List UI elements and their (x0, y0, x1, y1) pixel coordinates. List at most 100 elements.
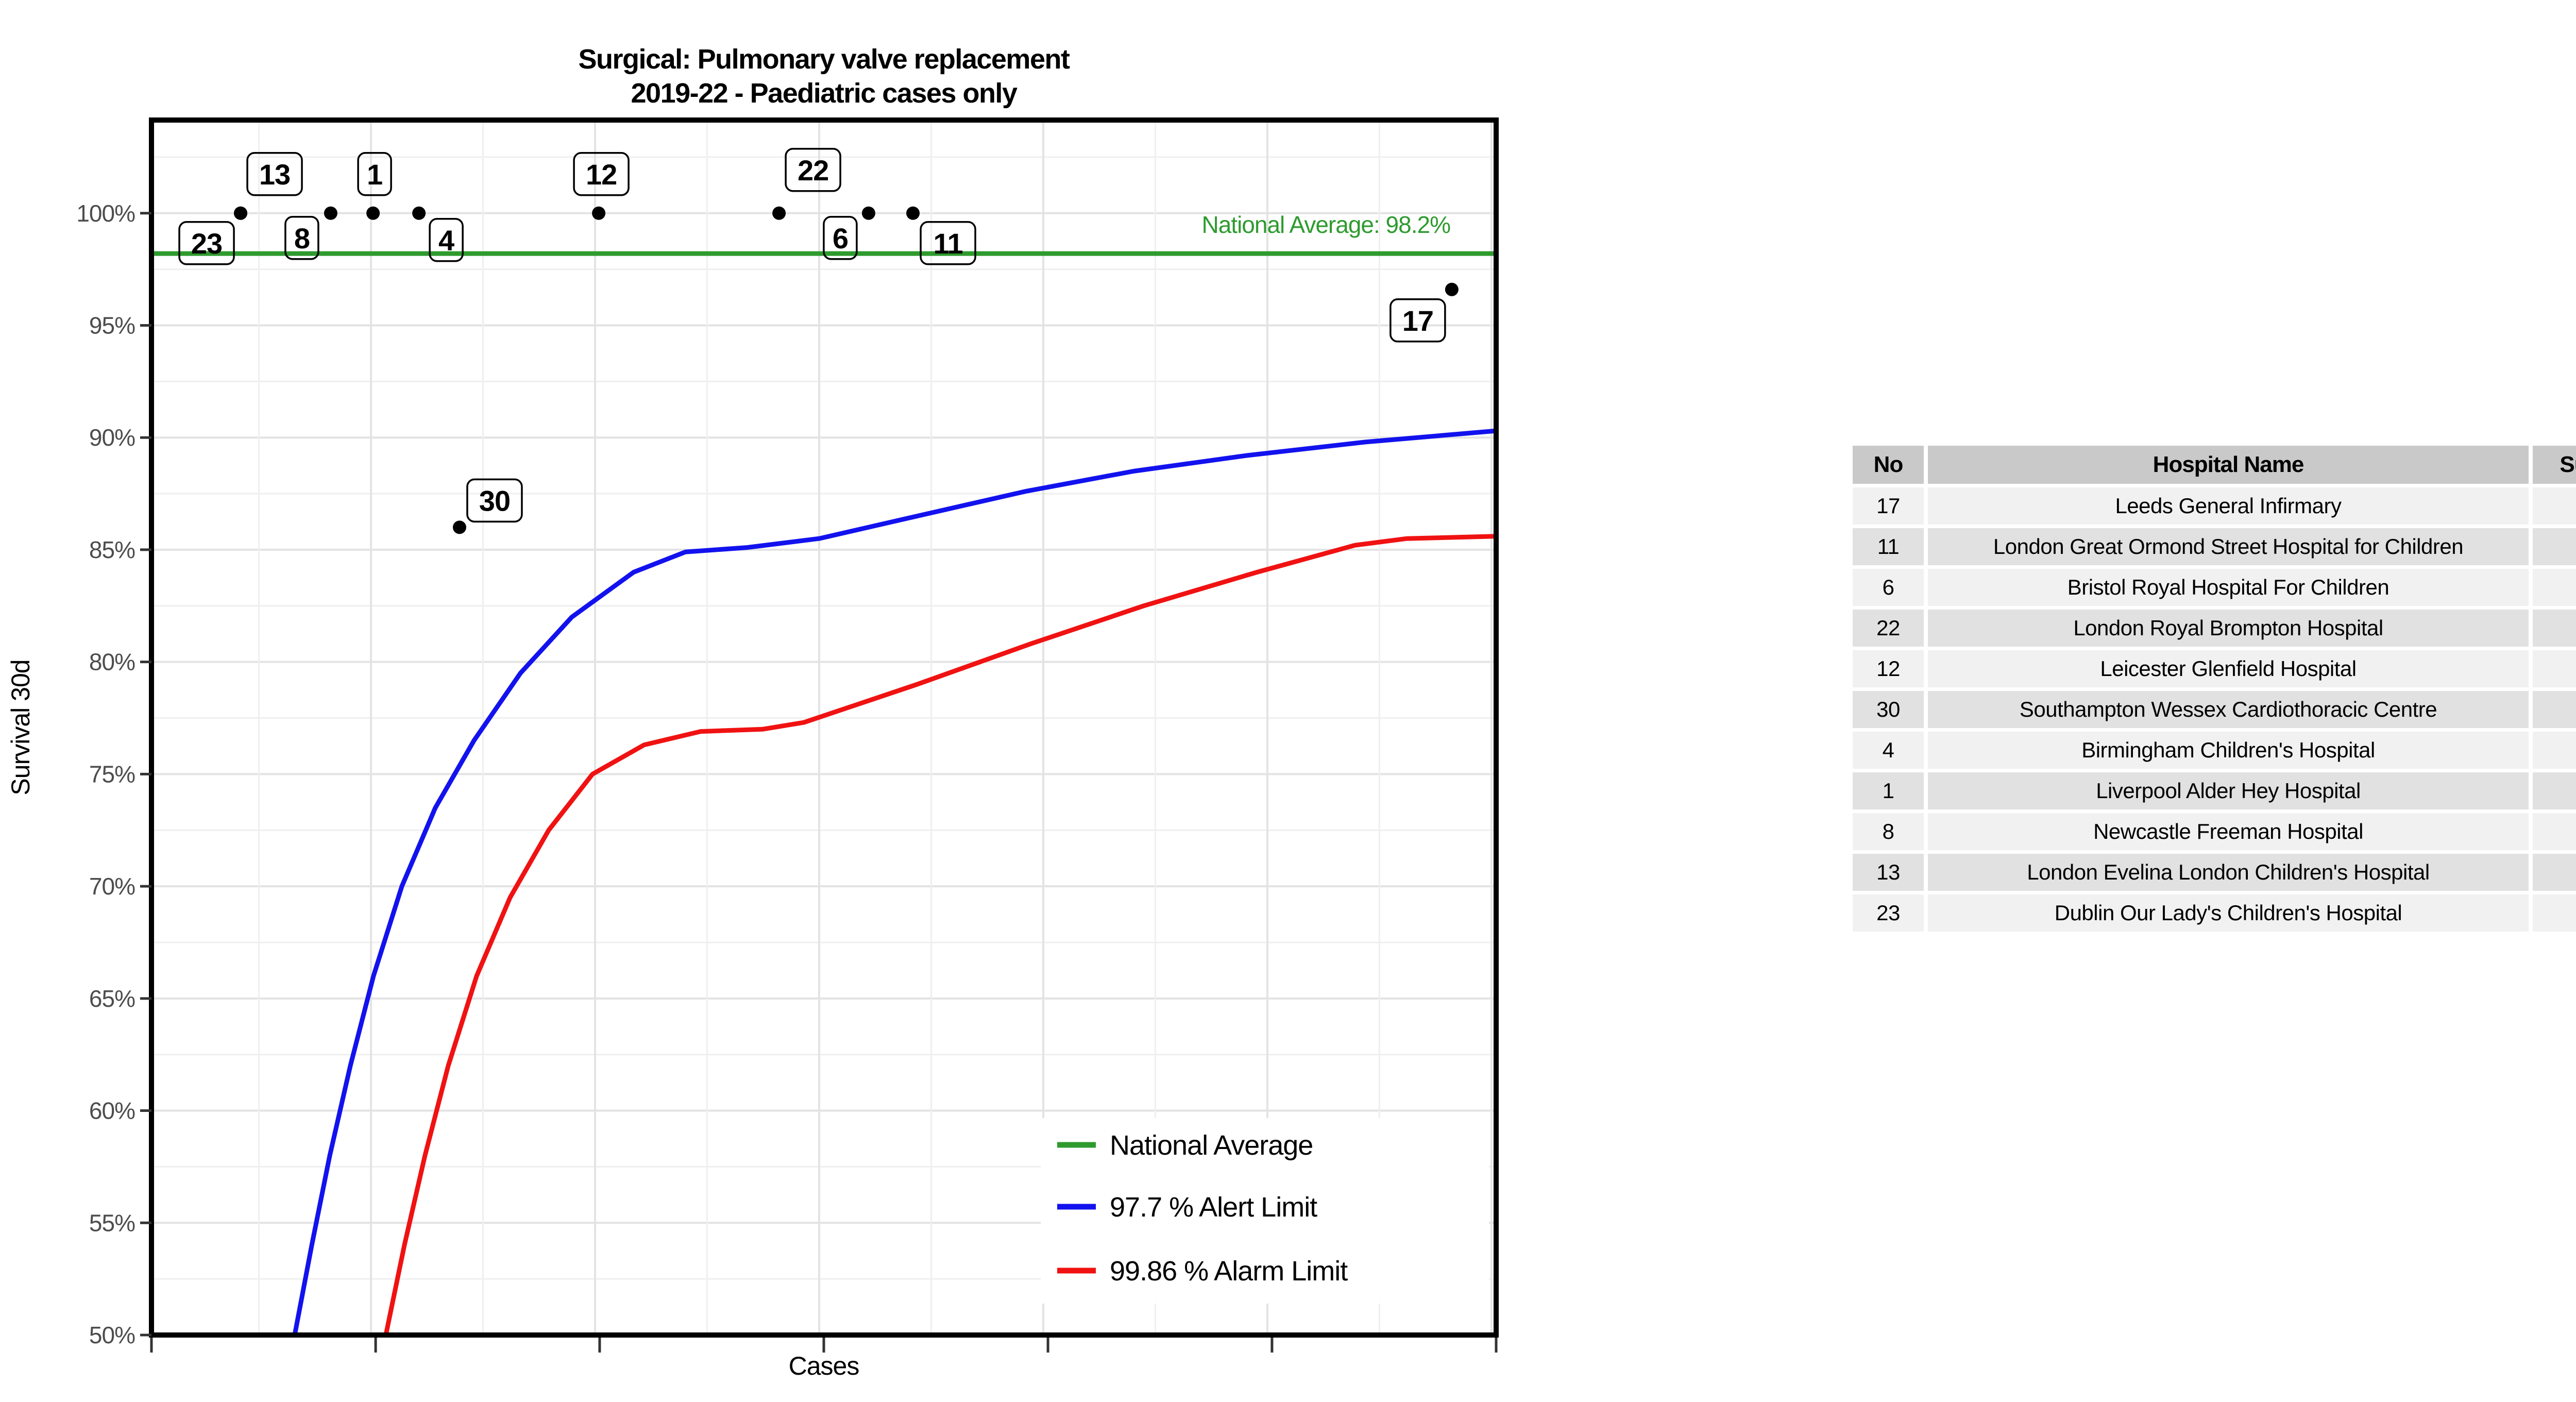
data-point (234, 206, 248, 220)
table-row: 30 Southampton Wessex Cardiothoracic Cent… (1853, 691, 2576, 728)
point-label: 13 (259, 158, 290, 191)
hospital-name-cell: Leicester Glenfield Hospital (1928, 650, 2529, 687)
point-label: 1 (367, 158, 382, 191)
point-label-box (357, 152, 392, 196)
hospital-name-cell: Dublin Our Lady's Children's Hospital (1928, 894, 2529, 932)
x-axis-title: Cases (789, 1352, 859, 1380)
hospital-no-cell: 1 (1853, 772, 1924, 809)
chart-subtitle: 2019-22 - Paediatric cases only (631, 78, 1018, 109)
hospital-name-cell: Bristol Royal Hospital For Children (1928, 569, 2529, 606)
data-point (1445, 282, 1459, 296)
y-axis-title: Survival 30d (6, 660, 35, 795)
chart-title: Surgical: Pulmonary valve replacement (579, 44, 1070, 75)
data-point (452, 520, 466, 534)
data-point (324, 206, 337, 220)
alarm-limit-curve (383, 534, 1499, 1338)
survival-cell: 100% (2533, 772, 2576, 809)
hospital-no-cell: 11 (1853, 528, 1924, 565)
point-label-box (429, 218, 464, 262)
hospital-name-cell: Southampton Wessex Cardiothoracic Centre (1928, 691, 2529, 728)
point-label-box (573, 152, 630, 196)
hospital-no-cell: 22 (1853, 610, 1924, 647)
data-point (412, 206, 426, 220)
point-label-box (178, 221, 235, 265)
y-tick-label: 90% (89, 424, 135, 451)
legend-label: National Average (1110, 1130, 1313, 1161)
hospital-no-cell: 23 (1853, 894, 1924, 932)
hospital-no-cell: 17 (1853, 487, 1924, 525)
point-label-box (920, 221, 976, 265)
point-label: 12 (586, 158, 617, 191)
column-header: Survival 30d (2533, 446, 2576, 484)
hospital-name-cell: London Great Ormond Street Hospital for … (1928, 528, 2529, 565)
table-row: 11 London Great Ormond Street Hospital fo… (1853, 528, 2576, 565)
y-tick-label: 50% (89, 1322, 135, 1348)
point-label-box (823, 216, 858, 260)
point-label: 30 (479, 484, 510, 517)
survival-cell: 100% (2533, 854, 2576, 891)
y-tick-label: 70% (89, 873, 135, 900)
survival-cell: 100% (2533, 610, 2576, 647)
data-point (366, 206, 380, 220)
point-label-box (1389, 298, 1446, 343)
alert-limit-curve (292, 428, 1499, 1338)
legend-label: 97.7 % Alert Limit (1110, 1192, 1317, 1223)
hospital-no-cell: 13 (1853, 854, 1924, 891)
table-row: 13 London Evelina London Children's Hospi… (1853, 854, 2576, 891)
point-label: 22 (798, 154, 828, 187)
legend-label: 99.86 % Alarm Limit (1110, 1256, 1348, 1287)
hospital-no-cell: 30 (1853, 691, 1924, 728)
survival-cell: 100% (2533, 528, 2576, 565)
column-header: Hospital Name (1928, 446, 2529, 484)
hospital-name-cell: Liverpool Alder Hey Hospital (1928, 772, 2529, 809)
hospital-name-cell: London Royal Brompton Hospital (1928, 610, 2529, 647)
y-tick-label: 75% (89, 761, 135, 787)
point-label-box (246, 152, 303, 196)
plot-border (149, 117, 1499, 1338)
data-point (861, 206, 875, 220)
legend-background (1041, 1118, 1489, 1304)
hospital-no-cell: 8 (1853, 813, 1924, 850)
hospital-name-cell: Newcastle Freeman Hospital (1928, 813, 2529, 850)
hospital-no-cell: 12 (1853, 650, 1924, 687)
point-label-box (284, 216, 319, 260)
hospital-name-cell: Leeds General Infirmary (1928, 487, 2529, 525)
hospital-no-cell: 6 (1853, 569, 1924, 606)
survival-cell: 100% (2533, 569, 2576, 606)
point-label: 17 (1402, 305, 1433, 337)
column-header: No (1853, 446, 1924, 484)
hospital-name-cell: Birmingham Children's Hospital (1928, 732, 2529, 769)
y-tick-label: 80% (89, 649, 135, 675)
survival-cell: 100% (2533, 650, 2576, 687)
hospital-name-cell: London Evelina London Children's Hospita… (1928, 854, 2529, 891)
point-label: 11 (933, 227, 962, 260)
y-tick-label: 60% (89, 1097, 135, 1124)
hospital-no-cell: 4 (1853, 732, 1924, 769)
y-tick-label: 100% (76, 200, 135, 227)
survival-cell: 100% (2533, 732, 2576, 769)
chart-canvas: National Average 97.7 % Alert Limit 99.86 … (6, 44, 1499, 1380)
point-label: 23 (191, 227, 222, 260)
y-tick-label: 55% (89, 1209, 135, 1236)
point-label-box (785, 148, 841, 192)
point-label: 8 (294, 222, 310, 255)
funnel-chart: National Average 97.7 % Alert Limit 99.86 … (6, 44, 1499, 1380)
y-tick-label: 85% (89, 536, 135, 563)
survival-cell: 86% (2533, 691, 2576, 728)
point-label: 4 (438, 224, 454, 257)
y-tick-label: 65% (89, 985, 135, 1012)
national-average-annotation: National Average: 98.2% (1201, 211, 1450, 238)
y-tick-label: 95% (89, 312, 135, 339)
